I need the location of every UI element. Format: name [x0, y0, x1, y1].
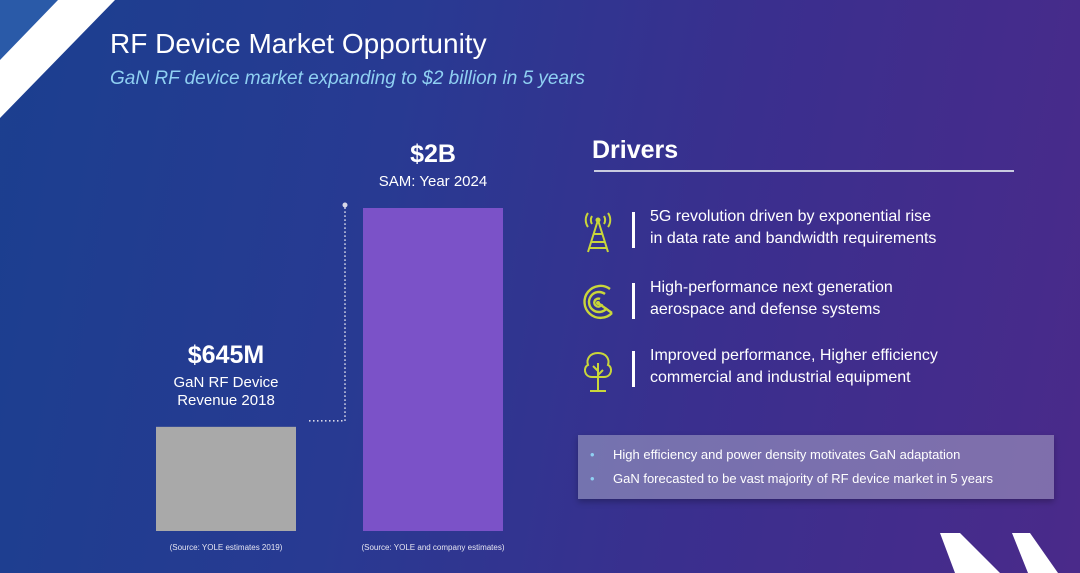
page-subtitle: GaN RF device market expanding to $2 bil…: [110, 68, 585, 89]
driver-line: 5G revolution driven by exponential rise: [650, 208, 932, 225]
bar-category-label: Revenue 2018: [177, 392, 275, 409]
driver-text: 5G revolution driven by exponential rise…: [650, 206, 936, 250]
driver-separator: [632, 351, 635, 387]
radar-icon: [583, 284, 613, 320]
bar-2024: [363, 208, 503, 531]
tree-icon: [583, 351, 613, 392]
drivers-heading: Drivers: [592, 136, 679, 164]
driver-text: High-performance next generation aerospa…: [650, 277, 893, 321]
notes-box: High efficiency and power density motiva…: [578, 435, 1054, 499]
driver-line: High-performance next generation: [650, 279, 893, 296]
bar-category-label: SAM: Year 2024: [379, 173, 487, 190]
driver-line: Improved performance, Higher efficiency: [650, 347, 938, 364]
driver-item-efficiency: Improved performance, Higher efficiency …: [580, 345, 1020, 395]
driver-separator: [632, 212, 635, 248]
driver-line: aerospace and defense systems: [650, 301, 881, 318]
driver-separator: [632, 283, 635, 319]
cell-tower-icon: [584, 212, 612, 253]
note-item: GaN forecasted to be vast majority of RF…: [578, 467, 1054, 491]
driver-item-5g: 5G revolution driven by exponential rise…: [580, 206, 1020, 256]
driver-item-aerospace: High-performance next generation aerospa…: [580, 277, 1020, 327]
page-title: RF Device Market Opportunity: [110, 28, 487, 59]
bar-2018: [156, 426, 296, 531]
bar-category-label: GaN RF Device: [173, 374, 278, 391]
growth-connector-line: [309, 205, 346, 422]
driver-line: commercial and industrial equipment: [650, 369, 911, 386]
bar-value-label: $645M: [188, 341, 264, 369]
drivers-divider: [594, 170, 1014, 172]
corner-decoration-top-left: [0, 0, 115, 118]
driver-text: Improved performance, Higher efficiency …: [650, 345, 938, 389]
bar-source-note: (Source: YOLE estimates 2019): [170, 543, 283, 552]
corner-decoration-bottom-right: [940, 533, 1058, 573]
bar-source-note: (Source: YOLE and company estimates): [361, 543, 504, 552]
bar-value-label: $2B: [410, 140, 456, 168]
driver-line: in data rate and bandwidth requirements: [650, 230, 937, 247]
note-item: High efficiency and power density motiva…: [578, 443, 1054, 467]
growth-connector-dot: [342, 202, 348, 208]
